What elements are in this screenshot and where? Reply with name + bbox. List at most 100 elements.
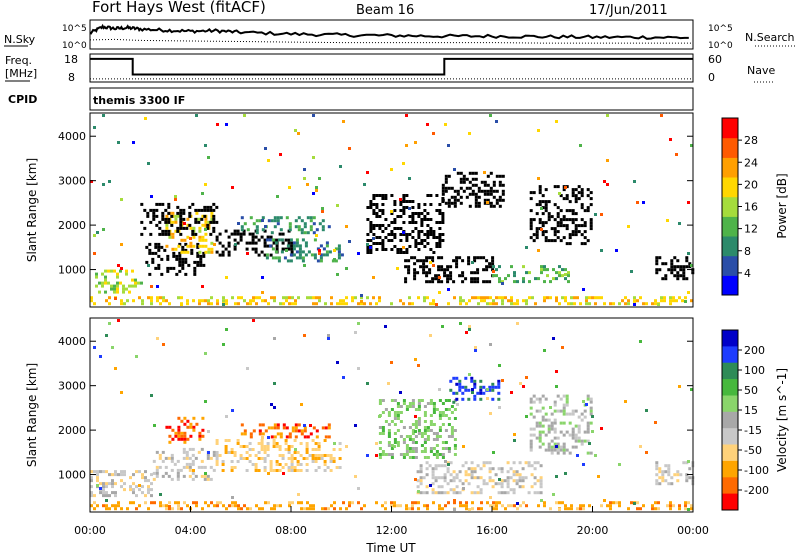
data-cell (90, 504, 93, 508)
data-cell (161, 229, 165, 233)
data-cell (414, 435, 418, 438)
data-cell (450, 411, 454, 414)
data-cell (327, 423, 331, 427)
colorbar-band (722, 411, 738, 429)
data-cell (183, 501, 186, 505)
data-cell (420, 212, 424, 215)
y-tick-label: 4000 (58, 335, 86, 348)
data-cell (222, 299, 225, 303)
data-cell (198, 244, 202, 248)
data-cell (567, 274, 570, 278)
data-cell (227, 250, 231, 254)
data-cell (497, 491, 501, 495)
data-cell (612, 501, 615, 505)
data-cell (286, 244, 290, 248)
data-cell (518, 461, 522, 465)
data-cell (402, 212, 406, 215)
data-cell (579, 507, 582, 511)
data-cell (375, 454, 378, 457)
data-cell (170, 477, 174, 481)
data-cell (180, 303, 183, 306)
data-cell (453, 417, 457, 420)
data-cell (498, 277, 501, 281)
data-cell (473, 259, 477, 263)
data-cell (492, 270, 495, 273)
data-cell (565, 218, 569, 222)
data-cell (422, 268, 426, 272)
data-cell (582, 288, 585, 291)
data-cell (366, 206, 370, 209)
data-cell (234, 501, 237, 505)
data-cell (378, 215, 382, 218)
data-cell (143, 208, 147, 212)
data-cell (266, 448, 270, 451)
data-cell (288, 501, 291, 505)
data-cell (525, 504, 528, 508)
data-cell (179, 468, 183, 472)
data-cell (375, 236, 379, 239)
data-cell (263, 445, 267, 448)
data-cell (381, 504, 384, 508)
data-cell (571, 191, 575, 195)
data-cell (179, 223, 183, 227)
data-cell (501, 189, 505, 193)
data-cell (513, 271, 516, 275)
data-cell (402, 194, 406, 197)
data-cell (492, 180, 496, 184)
data-cell (183, 434, 187, 438)
data-cell (600, 504, 603, 508)
data-cell (279, 435, 283, 439)
data-cell (105, 499, 108, 502)
data-cell (305, 457, 309, 460)
data-cell (492, 195, 496, 199)
data-cell (687, 508, 690, 511)
data-cell (147, 264, 150, 267)
data-cell (167, 202, 171, 206)
data-cell (501, 280, 504, 284)
data-cell (369, 203, 373, 206)
data-cell (673, 274, 677, 278)
data-cell (114, 494, 117, 498)
data-cell (193, 260, 197, 264)
data-cell (580, 412, 584, 416)
data-cell (303, 507, 306, 511)
data-cell (682, 461, 686, 465)
data-cell (553, 421, 557, 425)
data-cell (444, 504, 447, 508)
colorbar-band (722, 362, 738, 380)
data-cell (589, 421, 593, 425)
data-cell (263, 241, 267, 245)
data-cell (453, 444, 457, 447)
data-cell (181, 248, 185, 252)
data-cell (492, 451, 495, 454)
data-cell (290, 445, 294, 448)
data-cell (538, 445, 542, 449)
data-cell (564, 299, 567, 303)
data-cell (251, 235, 255, 239)
data-cell (552, 337, 555, 340)
data-cell (179, 214, 183, 218)
data-cell (506, 491, 510, 495)
data-cell (114, 367, 117, 370)
data-cell (571, 218, 575, 222)
data-cell (476, 476, 480, 480)
data-cell (203, 208, 207, 212)
data-cell (541, 212, 545, 216)
data-cell (225, 507, 228, 511)
data-cell (485, 259, 489, 263)
data-cell (204, 299, 207, 303)
data-cell (384, 248, 388, 251)
data-cell (306, 231, 310, 235)
data-cell (260, 439, 264, 442)
data-cell (446, 470, 450, 474)
data-cell (384, 453, 388, 456)
data-cell (446, 491, 450, 495)
data-cell (579, 302, 582, 306)
data-cell (438, 426, 442, 429)
data-cell (90, 479, 93, 483)
data-cell (167, 217, 171, 221)
data-cell (177, 504, 180, 508)
data-cell (527, 464, 531, 468)
data-cell (414, 415, 417, 418)
